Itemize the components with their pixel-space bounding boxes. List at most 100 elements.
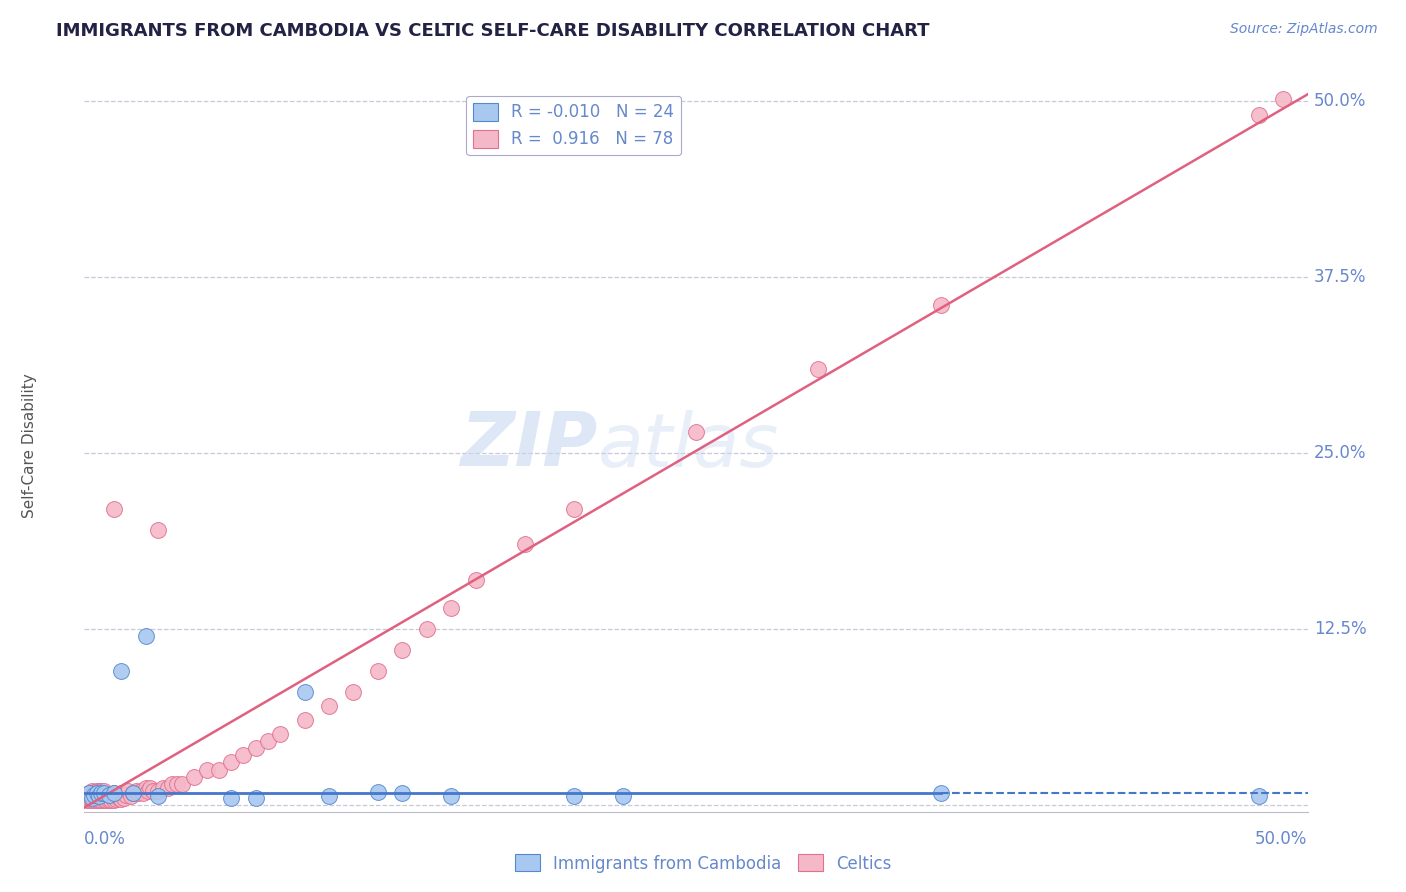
Text: 12.5%: 12.5%: [1313, 620, 1367, 638]
Point: [318, 789, 340, 804]
Point: [97, 793, 120, 807]
Point: [146, 789, 169, 804]
Point: [127, 787, 149, 801]
Point: [129, 783, 152, 797]
Point: [105, 792, 128, 806]
Point: [87, 783, 110, 797]
Point: [416, 622, 439, 636]
Point: [172, 776, 194, 790]
Point: [166, 776, 188, 790]
Point: [90, 793, 112, 807]
Point: [103, 502, 125, 516]
Point: [83, 788, 105, 802]
Point: [107, 790, 129, 805]
Point: [612, 789, 634, 804]
Text: IMMIGRANTS FROM CAMBODIA VS CELTIC SELF-CARE DISABILITY CORRELATION CHART: IMMIGRANTS FROM CAMBODIA VS CELTIC SELF-…: [56, 22, 929, 40]
Point: [110, 664, 132, 678]
Point: [136, 783, 159, 797]
Point: [146, 524, 169, 538]
Point: [83, 789, 105, 804]
Point: [1247, 789, 1270, 804]
Point: [96, 793, 118, 807]
Point: [87, 793, 110, 807]
Text: ZIP: ZIP: [461, 409, 598, 483]
Point: [208, 763, 231, 777]
Point: [93, 789, 115, 804]
Point: [440, 789, 463, 804]
Point: [257, 734, 280, 748]
Point: [152, 780, 174, 795]
Point: [125, 783, 148, 797]
Text: 50.0%: 50.0%: [1313, 93, 1367, 111]
Point: [93, 787, 115, 801]
Point: [1247, 108, 1270, 122]
Point: [77, 790, 100, 805]
Point: [115, 788, 138, 802]
Point: [245, 790, 267, 805]
Point: [367, 664, 389, 678]
Point: [80, 790, 103, 805]
Point: [342, 685, 364, 699]
Point: [318, 699, 340, 714]
Point: [86, 789, 108, 804]
Point: [120, 789, 142, 804]
Point: [139, 780, 162, 795]
Point: [440, 600, 463, 615]
Point: [112, 790, 135, 805]
Point: [80, 783, 103, 797]
Point: [294, 685, 316, 699]
Text: Self-Care Disability: Self-Care Disability: [22, 374, 37, 518]
Point: [97, 788, 120, 802]
Point: [103, 787, 125, 801]
Point: [90, 787, 112, 801]
Point: [391, 787, 413, 801]
Point: [80, 793, 103, 807]
Point: [195, 763, 218, 777]
Point: [100, 788, 122, 802]
Point: [1272, 92, 1295, 106]
Point: [562, 502, 585, 516]
Point: [156, 780, 179, 795]
Legend: R = -0.010   N = 24, R =  0.916   N = 78: R = -0.010 N = 24, R = 0.916 N = 78: [467, 96, 681, 155]
Point: [80, 790, 103, 805]
Point: [110, 787, 132, 801]
Point: [76, 789, 98, 804]
Point: [96, 788, 118, 802]
Point: [929, 787, 952, 801]
Text: 37.5%: 37.5%: [1313, 268, 1367, 286]
Point: [132, 787, 155, 801]
Point: [562, 789, 585, 804]
Point: [86, 787, 108, 801]
Point: [103, 793, 125, 807]
Point: [183, 770, 205, 784]
Point: [122, 787, 145, 801]
Point: [142, 783, 165, 797]
Point: [245, 741, 267, 756]
Point: [232, 748, 254, 763]
Point: [90, 783, 112, 797]
Text: 50.0%: 50.0%: [1256, 830, 1308, 848]
Point: [83, 793, 105, 807]
Point: [367, 785, 389, 799]
Point: [269, 727, 291, 741]
Text: Source: ZipAtlas.com: Source: ZipAtlas.com: [1230, 22, 1378, 37]
Point: [117, 783, 139, 797]
Point: [219, 756, 242, 770]
Point: [100, 793, 122, 807]
Point: [294, 714, 316, 728]
Point: [135, 629, 157, 643]
Point: [80, 788, 103, 802]
Point: [90, 789, 112, 804]
Text: 25.0%: 25.0%: [1313, 444, 1367, 462]
Point: [87, 789, 110, 804]
Point: [391, 643, 413, 657]
Point: [86, 783, 108, 797]
Point: [929, 298, 952, 312]
Point: [219, 790, 242, 805]
Point: [86, 793, 108, 807]
Point: [83, 785, 105, 799]
Point: [87, 789, 110, 804]
Point: [103, 787, 125, 801]
Point: [77, 787, 100, 801]
Point: [146, 783, 169, 797]
